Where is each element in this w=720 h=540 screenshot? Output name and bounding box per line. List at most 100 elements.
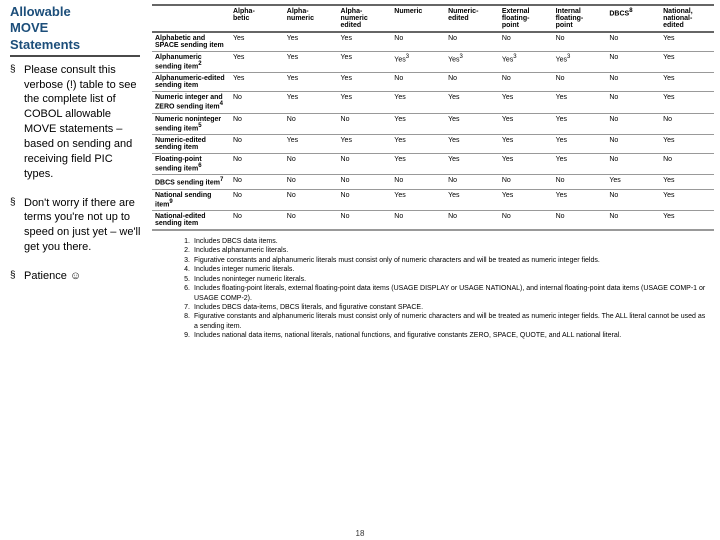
table-cell: Yes (553, 92, 607, 113)
footnote-number: 4. (180, 265, 194, 274)
table-cell: No (230, 175, 284, 189)
slide-page: AllowableMOVEStatements §Please consult … (0, 0, 720, 540)
table-cell: No (391, 32, 445, 52)
table-cell: No (553, 210, 607, 229)
table-cell: Yes (284, 73, 338, 92)
table-cell: No (606, 189, 660, 210)
table-cell: Yes (445, 153, 499, 174)
table-row: Alphabetic and SPACE sending itemYesYesY… (152, 32, 714, 52)
footnote-number: 8. (180, 312, 194, 331)
table-cell: No (606, 92, 660, 113)
table-cell: Yes (553, 189, 607, 210)
table-cell: No (445, 32, 499, 52)
table-row: National sending item9NoNoNoYesYesYesYes… (152, 189, 714, 210)
col-header: Numeric (391, 5, 445, 32)
table-row: Numeric integer and ZERO sending item4No… (152, 92, 714, 113)
table-row: Numeric-edited sending itemNoYesYesYesYe… (152, 134, 714, 153)
table-cell: Yes (445, 134, 499, 153)
table-row: National-edited sending itemNoNoNoNoNoNo… (152, 210, 714, 229)
col-header: Internalfloating-point (553, 5, 607, 32)
footnote-text: Includes alphanumeric literals. (194, 246, 708, 255)
footnote: 1.Includes DBCS data items. (180, 237, 708, 246)
table-cell: No (230, 134, 284, 153)
row-header: Alphabetic and SPACE sending item (152, 32, 230, 52)
footnote: 5.Includes noninteger numeric literals. (180, 275, 708, 284)
row-header: DBCS sending item7 (152, 175, 230, 189)
footnote-number: 5. (180, 275, 194, 284)
table-cell: Yes (338, 52, 392, 73)
table-cell: Yes (338, 73, 392, 92)
footnote-text: Figurative constants and alphanumeric li… (194, 256, 708, 265)
table-cell: No (230, 113, 284, 134)
table-cell: No (230, 210, 284, 229)
table-cell: Yes3 (445, 52, 499, 73)
table-cell: Yes (284, 52, 338, 73)
footnote-number: 7. (180, 303, 194, 312)
table-cell: No (284, 189, 338, 210)
bullet-marker: § (10, 196, 24, 255)
table-cell: Yes (391, 153, 445, 174)
table-cell: No (499, 210, 553, 229)
table-cell: Yes (338, 32, 392, 52)
footnote: 9.Includes national data items, national… (180, 331, 708, 340)
footnote-text: Includes integer numeric literals. (194, 265, 708, 274)
row-header: National sending item9 (152, 189, 230, 210)
table-cell: Yes (553, 153, 607, 174)
table-cell: No (284, 113, 338, 134)
bullet-text: Please consult this verbose (!) table to… (24, 63, 146, 182)
table-cell: No (606, 113, 660, 134)
col-header: National,national-edited (660, 5, 714, 32)
bullet-item: §Please consult this verbose (!) table t… (10, 63, 146, 182)
table-cell: Yes (391, 92, 445, 113)
table-cell: Yes (606, 175, 660, 189)
table-cell: Yes (499, 189, 553, 210)
table-cell: No (338, 175, 392, 189)
footnote: 7.Includes DBCS data-items, DBCS literal… (180, 303, 708, 312)
table-cell: No (284, 175, 338, 189)
table-cell: Yes (445, 92, 499, 113)
bullet-list: §Please consult this verbose (!) table t… (10, 63, 146, 284)
table-cell: Yes (230, 32, 284, 52)
table-cell: No (606, 73, 660, 92)
table-cell: No (499, 32, 553, 52)
table-cell: No (660, 113, 714, 134)
table-cell: Yes (499, 92, 553, 113)
row-header: Numeric noninteger sending item5 (152, 113, 230, 134)
table-cell: Yes (660, 92, 714, 113)
footnote: 4.Includes integer numeric literals. (180, 265, 708, 274)
footnote-text: Includes floating-point literals, extern… (194, 284, 708, 303)
table-cell: Yes (553, 113, 607, 134)
table-cell: Yes (660, 32, 714, 52)
table-cell: No (445, 210, 499, 229)
col-header: Numeric-edited (445, 5, 499, 32)
table-cell: No (606, 32, 660, 52)
table-cell: No (391, 175, 445, 189)
table-cell: No (338, 113, 392, 134)
footnote-text: Includes DBCS data-items, DBCS literals,… (194, 303, 708, 312)
left-column: AllowableMOVEStatements §Please consult … (0, 0, 152, 540)
footnote-number: 2. (180, 246, 194, 255)
table-cell: No (338, 210, 392, 229)
table-cell: Yes (499, 113, 553, 134)
row-header: National-edited sending item (152, 210, 230, 229)
footnote-number: 6. (180, 284, 194, 303)
table-cell: No (284, 210, 338, 229)
table-cell: Yes (391, 134, 445, 153)
bullet-item: §Patience ☺ (10, 269, 146, 284)
table-cell: No (606, 153, 660, 174)
table-cell: Yes (660, 210, 714, 229)
table-cell: Yes (499, 153, 553, 174)
table-cell: Yes (553, 134, 607, 153)
table-cell: Yes (445, 189, 499, 210)
table-cell: Yes (230, 73, 284, 92)
table-cell: No (606, 134, 660, 153)
table-cell: No (553, 175, 607, 189)
bullet-item: §Don't worry if there are terms you're n… (10, 196, 146, 255)
table-cell: No (338, 153, 392, 174)
footnote-text: Includes DBCS data items. (194, 237, 708, 246)
table-row: DBCS sending item7NoNoNoNoNoNoNoYesYes (152, 175, 714, 189)
table-cell: No (230, 153, 284, 174)
row-header: Floating-point sending item6 (152, 153, 230, 174)
table-cell: No (230, 189, 284, 210)
table-cell: No (553, 73, 607, 92)
